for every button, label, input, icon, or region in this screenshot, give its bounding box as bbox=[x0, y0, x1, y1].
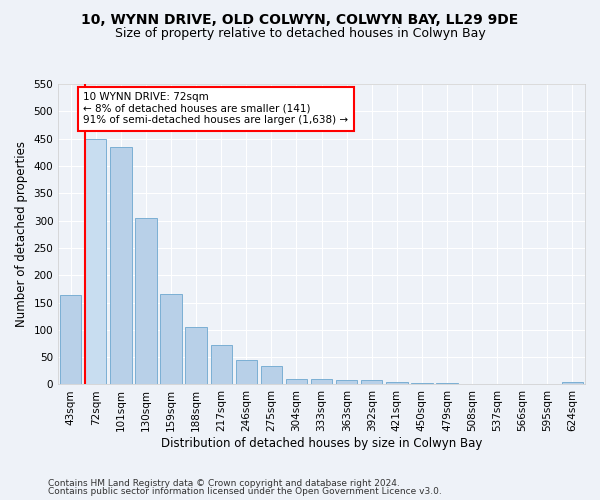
Y-axis label: Number of detached properties: Number of detached properties bbox=[15, 141, 28, 327]
Bar bbox=[286, 379, 307, 384]
Bar bbox=[386, 382, 407, 384]
Bar bbox=[311, 379, 332, 384]
Bar bbox=[261, 366, 282, 384]
Bar bbox=[361, 380, 382, 384]
X-axis label: Distribution of detached houses by size in Colwyn Bay: Distribution of detached houses by size … bbox=[161, 437, 482, 450]
Bar bbox=[562, 382, 583, 384]
Text: Contains HM Land Registry data © Crown copyright and database right 2024.: Contains HM Land Registry data © Crown c… bbox=[48, 478, 400, 488]
Text: 10 WYNN DRIVE: 72sqm
← 8% of detached houses are smaller (141)
91% of semi-detac: 10 WYNN DRIVE: 72sqm ← 8% of detached ho… bbox=[83, 92, 349, 126]
Bar bbox=[60, 296, 82, 384]
Bar bbox=[160, 294, 182, 384]
Bar bbox=[110, 147, 131, 384]
Text: Contains public sector information licensed under the Open Government Licence v3: Contains public sector information licen… bbox=[48, 487, 442, 496]
Bar bbox=[185, 326, 207, 384]
Text: 10, WYNN DRIVE, OLD COLWYN, COLWYN BAY, LL29 9DE: 10, WYNN DRIVE, OLD COLWYN, COLWYN BAY, … bbox=[82, 12, 518, 26]
Bar bbox=[85, 138, 106, 384]
Text: Size of property relative to detached houses in Colwyn Bay: Size of property relative to detached ho… bbox=[115, 28, 485, 40]
Bar bbox=[136, 218, 157, 384]
Bar bbox=[336, 380, 358, 384]
Bar bbox=[236, 360, 257, 384]
Bar bbox=[211, 344, 232, 385]
